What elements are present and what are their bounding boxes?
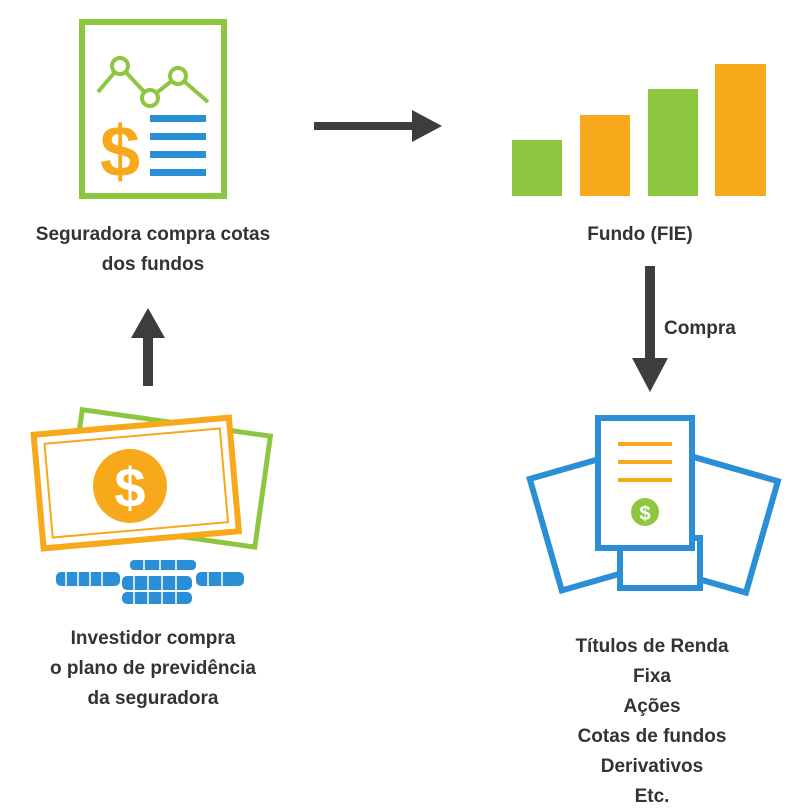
investor-caption: Investidor compra o plano de previdência… xyxy=(0,624,306,714)
securities-caption: Títulos de Renda Fixa Ações Cotas de fun… xyxy=(520,632,784,812)
insurer-caption: Seguradora compra cotas dos fundos xyxy=(0,220,306,280)
fund-caption: Fundo (FIE) xyxy=(540,220,740,250)
securities-caption-line-1: Títulos de Renda xyxy=(575,636,729,657)
insurer-caption-line-1: Seguradora compra cotas xyxy=(35,224,271,245)
securities-caption-line-6: Etc. xyxy=(634,786,670,807)
bar-chart-icon xyxy=(512,64,766,196)
arrow-insurer-to-fund xyxy=(314,110,442,142)
documents-dollar-icon: $ xyxy=(526,415,782,597)
svg-text:$: $ xyxy=(114,456,145,519)
svg-text:$: $ xyxy=(639,503,650,525)
money-coins-icon: $ xyxy=(30,406,274,604)
securities-caption-line-5: Derivativos xyxy=(600,756,704,777)
investor-caption-line-1: Investidor compra xyxy=(70,628,236,649)
svg-text:$: $ xyxy=(100,112,140,192)
document-chart-dollar-icon: $ xyxy=(79,19,227,199)
fund-caption-text: Fundo (FIE) xyxy=(587,224,693,245)
investor-caption-line-2: o plano de previdência xyxy=(50,658,256,679)
edge-label-compra-text: Compra xyxy=(664,318,736,339)
arrow-investor-to-insurer xyxy=(131,308,165,386)
investor-caption-line-3: da seguradora xyxy=(87,688,219,709)
securities-caption-line-4: Cotas de fundos xyxy=(577,726,727,747)
securities-caption-line-3: Ações xyxy=(623,696,681,717)
securities-caption-line-2: Fixa xyxy=(632,666,672,687)
insurer-caption-line-2: dos fundos xyxy=(101,254,205,275)
arrow-fund-to-securities xyxy=(632,266,668,392)
edge-label-compra: Compra xyxy=(664,314,760,344)
